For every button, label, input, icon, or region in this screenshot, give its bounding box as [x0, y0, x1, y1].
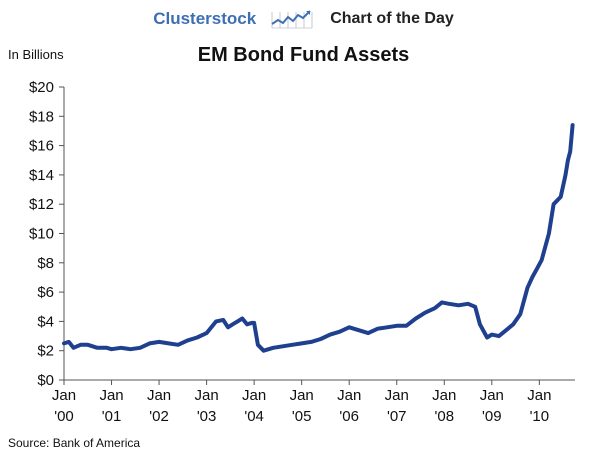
y-tick-label: $10: [29, 226, 54, 243]
y-tick-label: $6: [37, 284, 54, 301]
x-tick-label-month: Jan: [527, 387, 551, 404]
x-tick-label-year: '05: [292, 408, 312, 425]
series-line: [62, 123, 575, 353]
y-tick-label: $14: [29, 167, 54, 184]
x-tick-label-month: Jan: [480, 387, 504, 404]
brand-name: Clusterstock: [153, 9, 257, 28]
chart-banner: Clusterstock Chart of the Day: [0, 0, 607, 38]
source-note: Source: Bank of America: [8, 436, 141, 450]
x-tick-label-year: '07: [387, 408, 407, 425]
x-tick-label-month: Jan: [432, 387, 456, 404]
x-tick-label-year: '03: [197, 408, 217, 425]
x-tick-label-year: '00: [54, 408, 74, 425]
x-tick-label-month: Jan: [99, 387, 123, 404]
y-tick-label: $20: [29, 79, 54, 96]
x-tick-label-year: '01: [102, 408, 122, 425]
y-tick-label: $2: [37, 343, 54, 360]
chart-series: [62, 123, 575, 353]
x-tick-label-year: '09: [482, 408, 502, 425]
y-axis-unit-label: In Billions: [8, 47, 64, 62]
x-tick-label-month: Jan: [52, 387, 76, 404]
x-tick-label-month: Jan: [195, 387, 219, 404]
y-tick-label: $12: [29, 196, 54, 213]
x-tick-label-month: Jan: [337, 387, 361, 404]
x-tick-label-month: Jan: [242, 387, 266, 404]
trend-chart-icon: [271, 10, 313, 29]
x-tick-label-year: '04: [244, 408, 264, 425]
x-tick-label-month: Jan: [385, 387, 409, 404]
chart-title: EM Bond Fund Assets: [197, 44, 410, 66]
x-tick-label-year: '08: [434, 408, 454, 425]
y-tick-label: $18: [29, 108, 54, 125]
chart-of-the-day-label: Chart of the Day: [330, 10, 454, 27]
y-tick-label: $16: [29, 138, 54, 155]
y-tick-label: $4: [37, 313, 54, 330]
y-tick-label: $8: [37, 255, 54, 272]
x-tick-label-month: Jan: [290, 387, 314, 404]
chart-ticks: $0 $2 $4 $6 $8 $10 $12 $14 $16 $18 $20 Jan '00 Jan '01…: [29, 79, 551, 425]
x-tick-label-year: '10: [530, 408, 550, 425]
y-tick-label: $0: [37, 372, 54, 389]
x-tick-label-year: '06: [339, 408, 359, 425]
x-tick-label-year: '02: [149, 408, 169, 425]
x-tick-label-month: Jan: [147, 387, 171, 404]
